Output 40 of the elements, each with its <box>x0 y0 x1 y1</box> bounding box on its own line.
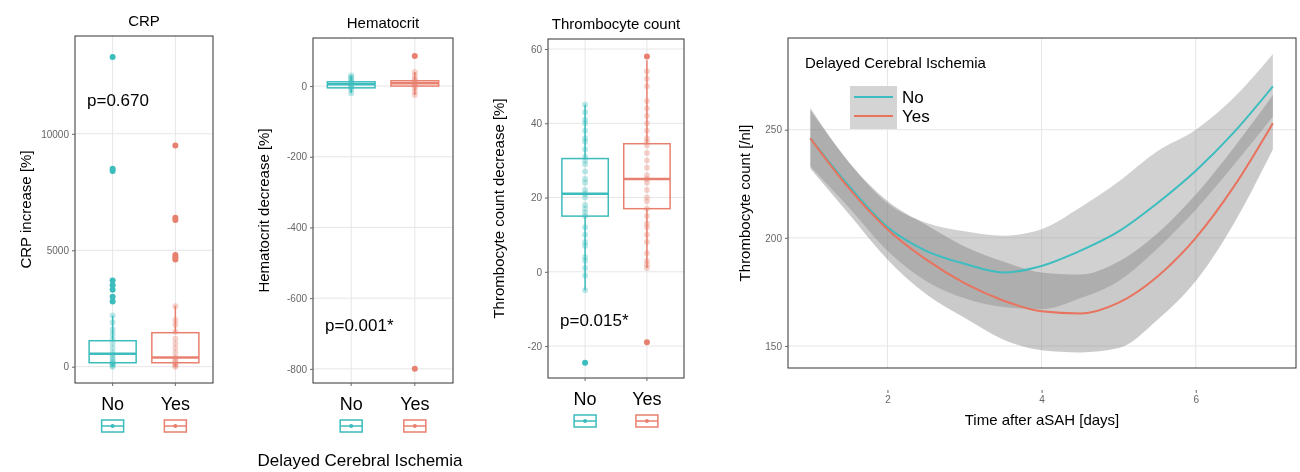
x-axis-title: Delayed Cerebral Ischemia <box>257 451 464 470</box>
y-tick-label: 40 <box>530 117 543 129</box>
y-tick-label: -800 <box>286 363 308 375</box>
legend-label: Yes <box>902 107 930 126</box>
legend-title: Delayed Cerebral Ischemia <box>805 54 987 71</box>
y-axis-title: Thrombocyte count [/nl] <box>736 124 753 282</box>
x-tick-label: Yes <box>632 389 662 409</box>
y-tick-label: 0 <box>63 361 70 373</box>
x-axis-title: Time after aSAH [days] <box>964 411 1120 428</box>
x-tick-label: Yes <box>400 394 430 414</box>
chart-title: Thrombocyte count <box>551 15 682 32</box>
x-tick-label: 2 <box>885 394 892 406</box>
x-tick-label: No <box>101 394 125 414</box>
y-tick-label: 60 <box>530 43 543 55</box>
y-tick-label: -600 <box>286 292 308 304</box>
chart-title: Hematocrit <box>346 14 421 31</box>
legend-label: No <box>902 88 924 107</box>
y-tick-label: 0 <box>536 266 543 278</box>
y-tick-label: -200 <box>286 151 308 163</box>
annotation: p=0.001* <box>325 316 394 335</box>
y-axis-title: Thrombocyte count decrease [%] <box>490 98 507 319</box>
x-tick-label: No <box>339 394 363 414</box>
chart-title: CRP <box>128 12 160 29</box>
annotation: p=0.015* <box>560 311 629 330</box>
x-tick-label: 6 <box>1193 394 1200 406</box>
y-tick-label: 250 <box>765 124 783 136</box>
y-tick-label: 10000 <box>41 128 70 140</box>
y-axis-title: CRP increase [%] <box>17 150 34 269</box>
y-tick-label: 5000 <box>46 244 70 256</box>
x-tick-label: 4 <box>1039 394 1046 406</box>
y-tick-label: 150 <box>765 340 783 352</box>
x-tick-label: Yes <box>160 394 191 414</box>
y-tick-label: -400 <box>286 222 308 234</box>
y-axis-title: Hematocrit decrease [%] <box>255 128 272 293</box>
y-tick-label: -20 <box>527 340 543 352</box>
y-tick-label: 0 <box>301 80 308 92</box>
x-tick-label: No <box>573 389 597 409</box>
y-tick-label: 20 <box>530 192 543 204</box>
annotation: p=0.670 <box>87 91 149 110</box>
y-tick-label: 200 <box>765 232 783 244</box>
